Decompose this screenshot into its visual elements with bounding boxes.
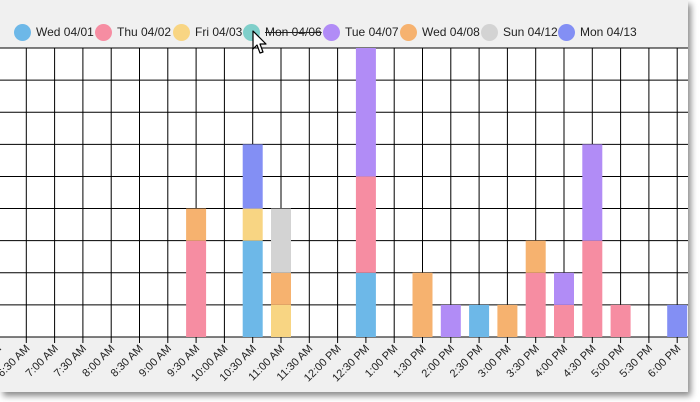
legend-item-wed-04-01[interactable]: Wed 04/01 xyxy=(14,20,94,44)
legend-label: Mon 04/13 xyxy=(580,25,637,39)
legend-item-tue-04-07[interactable]: Tue 04/07 xyxy=(323,20,399,44)
bar-segment-tue-04-07-12-00-pm xyxy=(355,48,376,177)
bar-segment-wed-04-01-10-00-am xyxy=(242,240,263,337)
bar-segment-wed-04-08-2-30-pm xyxy=(497,304,518,337)
bar-segment-thu-04-02-3-00-pm xyxy=(525,272,546,337)
legend-swatch xyxy=(400,23,417,41)
bar-segment-wed-04-08-10-30-am xyxy=(271,272,291,305)
legend-label: Wed 04/08 xyxy=(422,25,480,39)
bar-segment-tue-04-07-1-30-pm xyxy=(440,304,461,337)
legend-swatch xyxy=(14,23,31,41)
legend-item-wed-04-08[interactable]: Wed 04/08 xyxy=(400,20,480,44)
legend-label: Wed 04/01 xyxy=(36,25,94,39)
bar-segment-fri-04-03-10-30-am xyxy=(271,304,291,337)
bar-segment-thu-04-02-3-30-pm xyxy=(554,304,574,337)
legend-item-mon-04-06[interactable]: Mon 04/06 xyxy=(243,20,322,44)
bar-segment-mon-04-13-10-00-am xyxy=(242,144,263,209)
chart-window: 6:00 AM6:30 AM7:00 AM7:30 AM8:00 AM8:30 … xyxy=(0,0,688,392)
legend-swatch xyxy=(323,23,340,41)
bar-segment-wed-04-08-9-00-am xyxy=(186,208,207,241)
legend-item-thu-04-02[interactable]: Thu 04/02 xyxy=(95,20,171,44)
legend-swatch xyxy=(95,23,112,41)
bar-segment-mon-04-13-5-30-pm xyxy=(667,304,688,337)
x-axis-ticks: 6:00 AM6:30 AM7:00 AM7:30 AM8:00 AM8:30 … xyxy=(0,343,683,385)
chart-bars xyxy=(186,48,688,337)
legend-item-sun-04-12[interactable]: Sun 04/12 xyxy=(481,20,558,44)
bar-segment-wed-04-08-3-00-pm xyxy=(525,240,546,273)
bar-segment-thu-04-02-9-00-am xyxy=(186,240,207,337)
bar-segment-thu-04-02-4-30-pm xyxy=(610,304,631,337)
legend-swatch xyxy=(558,23,575,41)
legend-swatch xyxy=(173,23,190,41)
legend-label: Mon 04/06 xyxy=(265,25,322,39)
legend-item-fri-04-03[interactable]: Fri 04/03 xyxy=(173,20,242,44)
bar-segment-tue-04-07-4-00-pm xyxy=(582,144,603,241)
bar-segment-thu-04-02-12-00-pm xyxy=(355,176,376,273)
bar-segment-sun-04-12-10-30-am xyxy=(271,208,291,273)
bar-segment-tue-04-07-3-30-pm xyxy=(554,272,574,305)
bar-segment-fri-04-03-10-00-am xyxy=(242,208,263,241)
legend-label: Sun 04/12 xyxy=(503,25,558,39)
bar-segment-wed-04-08-1-00-pm xyxy=(412,272,433,337)
bar-segment-wed-04-01-2-00-pm xyxy=(469,304,490,337)
legend-item-mon-04-13[interactable]: Mon 04/13 xyxy=(558,20,637,44)
mouse-cursor-icon xyxy=(252,30,267,54)
legend-label: Tue 04/07 xyxy=(345,25,399,39)
legend-swatch xyxy=(481,23,498,41)
stacked-bar-chart: 6:00 AM6:30 AM7:00 AM7:30 AM8:00 AM8:30 … xyxy=(0,47,688,385)
bar-segment-wed-04-01-12-00-pm xyxy=(355,272,376,337)
bar-segment-thu-04-02-4-00-pm xyxy=(582,240,603,337)
legend-label: Fri 04/03 xyxy=(195,25,243,39)
legend-label: Thu 04/02 xyxy=(117,25,172,39)
chart-legend: Wed 04/01 Thu 04/02 Fri 04/03 Mon 04/06 Tue … xyxy=(0,20,688,48)
